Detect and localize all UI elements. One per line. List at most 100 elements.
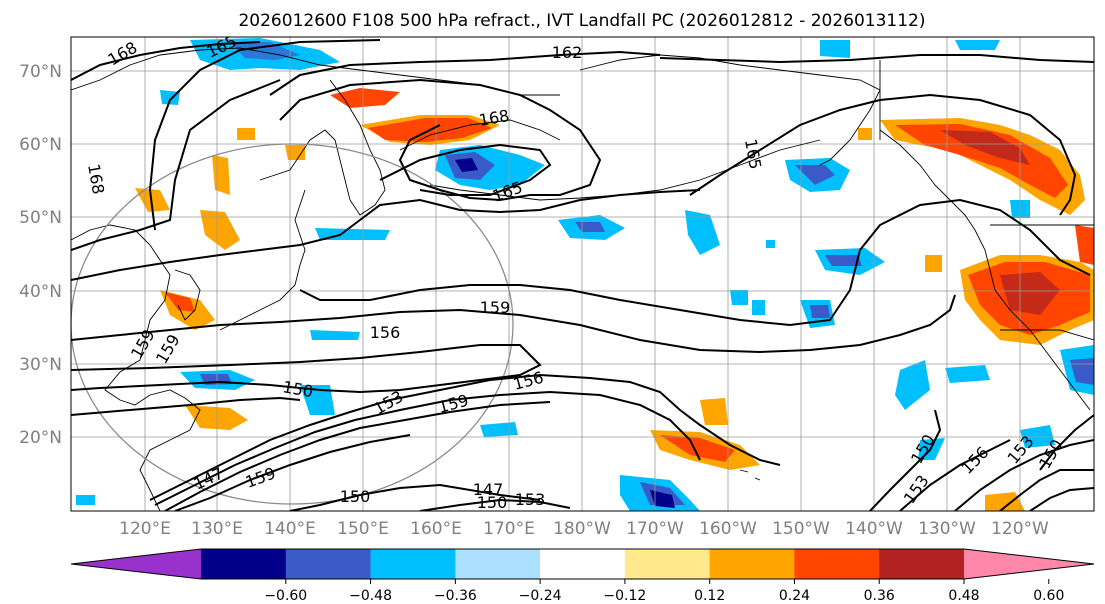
anomaly-blob <box>730 290 748 305</box>
lat-label: 70°N <box>19 62 62 82</box>
colorbar-tick-label: 0.60 <box>1033 588 1064 604</box>
contour-line <box>689 93 1077 216</box>
contour-line <box>1029 487 1094 511</box>
anomaly-blob <box>165 292 195 312</box>
japan-coast <box>219 189 306 331</box>
anomaly-blob <box>685 210 720 255</box>
contour-label: 156 <box>370 323 401 342</box>
anomaly-blob <box>700 398 728 425</box>
colorbar-tick-label: −0.12 <box>603 588 646 604</box>
colorbar-tick-label: 0.36 <box>864 588 895 604</box>
contour-line <box>71 189 701 281</box>
contour-line <box>954 439 1094 511</box>
anomaly-blob <box>300 385 335 415</box>
anomaly-blob <box>820 40 850 58</box>
contour-label: 150 <box>340 487 371 506</box>
lon-label: 140°E <box>264 519 316 539</box>
contour-label: 153 <box>515 490 546 509</box>
latitude-labels: 70°N 60°N 50°N 40°N 30°N 20°N <box>19 62 62 448</box>
anomaly-blob <box>480 422 518 437</box>
contour-line <box>174 434 411 511</box>
colorbar-tick-label: −0.48 <box>349 588 392 604</box>
lon-label: 130°W <box>918 519 976 539</box>
anomaly-blob <box>985 492 1025 511</box>
contour-line <box>279 78 602 202</box>
anomaly-blob <box>810 305 830 318</box>
contour-line <box>1039 414 1094 471</box>
contour-line <box>289 483 541 511</box>
coastlines <box>71 47 1094 511</box>
korea-coast <box>174 269 201 321</box>
anomaly-blob <box>185 405 248 430</box>
contour-line <box>71 41 261 81</box>
lon-label: 180°W <box>553 519 611 539</box>
lon-label: 140°W <box>845 519 903 539</box>
colorbar-extend-high <box>964 549 1094 579</box>
lon-label: 160°E <box>410 519 462 539</box>
us-interior-border <box>1000 329 1094 341</box>
lon-label: 170°W <box>626 519 684 539</box>
anomaly-blob <box>1000 272 1060 315</box>
anomaly-blob <box>330 88 400 108</box>
range-circle <box>71 143 514 505</box>
anomaly-blob <box>1075 225 1094 265</box>
anomaly-blob <box>895 124 1068 198</box>
colorbar-bin <box>794 549 880 579</box>
contour-label: 162 <box>552 43 583 62</box>
map-frame <box>70 36 1095 512</box>
colorbar-tick-label: −0.24 <box>519 588 562 604</box>
colorbar-bin <box>709 549 795 579</box>
contour-line <box>148 39 381 231</box>
height-contours <box>71 39 1094 511</box>
lon-label: 120°E <box>119 519 171 539</box>
kamchatka-coast <box>259 79 386 216</box>
hawaii-islands <box>739 469 761 481</box>
contour-line <box>999 469 1094 511</box>
colorbar-outline <box>70 548 1095 580</box>
contour-line <box>269 50 661 96</box>
lat-label: 50°N <box>19 208 62 228</box>
lon-label: 170°E <box>483 519 535 539</box>
contour-line <box>379 143 552 196</box>
anomaly-blob <box>310 330 360 340</box>
contour-line <box>659 54 1094 64</box>
colorbar-bin <box>285 549 372 579</box>
chukotka-coast <box>399 119 561 151</box>
colorbar-bin <box>624 549 711 579</box>
map-title: 2026012600 F108 500 hPa refract., IVT La… <box>238 11 925 31</box>
na-west-coast <box>879 129 1091 411</box>
anomaly-blob <box>200 210 240 250</box>
colorbar-bin <box>455 549 541 579</box>
contour-line <box>154 390 701 506</box>
contour-line <box>899 439 1011 511</box>
alaska-coast <box>579 54 881 166</box>
contour-line <box>299 198 1091 327</box>
colorbar-tick-label: −0.60 <box>264 588 307 604</box>
anomaly-blob <box>895 360 930 410</box>
map-panel: 168 165 162 168 165 168 165 159 156 159 … <box>71 37 1094 511</box>
lon-label: 120°W <box>991 519 1049 539</box>
contour-line <box>71 294 956 354</box>
lat-label: 30°N <box>19 355 62 375</box>
anomaly-blob <box>945 365 990 383</box>
lat-label: 60°N <box>19 135 62 155</box>
lon-label: 130°E <box>191 519 243 539</box>
colorbar-tick-label: −0.36 <box>434 588 477 604</box>
anomaly-blob <box>1070 358 1094 385</box>
anomaly-blob <box>925 255 942 272</box>
contour-line <box>164 401 551 511</box>
anomaly-blob <box>237 128 255 140</box>
contour-line <box>869 409 942 511</box>
contour-label: 159 <box>480 298 511 317</box>
anomaly-blob <box>1020 425 1055 448</box>
anomaly-blob <box>650 490 675 508</box>
contour-line <box>71 344 542 394</box>
anomaly-blob <box>660 435 735 462</box>
colorbar-bin <box>201 549 287 579</box>
colorbar-tick-label: 0.48 <box>948 588 979 604</box>
contour-line <box>71 396 301 416</box>
lon-label: 150°W <box>772 519 830 539</box>
lon-label: 160°W <box>699 519 757 539</box>
anomaly-blob <box>76 495 95 505</box>
